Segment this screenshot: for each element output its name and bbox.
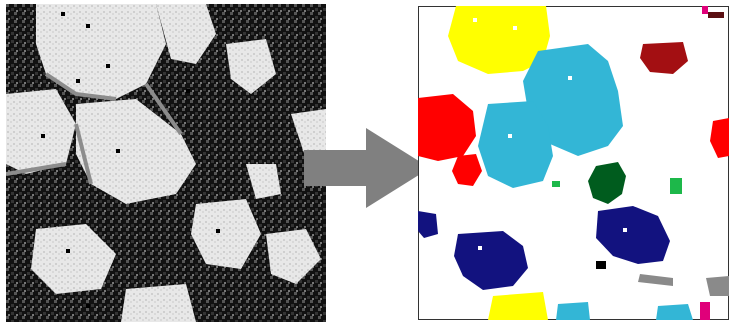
cluster-cyan-bottom-right [656,304,693,320]
cluster-cyan-mid [478,101,553,188]
cluster-red-small [452,154,482,186]
cluster-black-dot [596,261,606,269]
segmented-clusters-image [418,6,729,320]
grayscale-image-svg [6,4,326,322]
cluster-gray-right [706,276,729,296]
cluster-holes [473,18,627,250]
grayscale-input-image [6,4,326,322]
cluster-magenta-bottom [700,302,710,320]
cluster-magenta-top [702,6,708,14]
cluster-gray-streak [638,274,673,286]
cluster-yellow-bottom [488,292,548,320]
cluster-yellow-top [448,6,550,74]
arrow-svg [304,128,430,208]
cluster-dark-red [640,42,688,74]
gray-boundaries [6,72,183,185]
dot-marks [41,12,220,308]
segmented-image-svg [418,6,729,320]
cluster-green-dot [552,181,560,187]
cluster-cyan-bottom [556,302,590,320]
cluster-green-small [670,178,682,194]
arrow-shape [304,128,430,208]
right-arrow-icon [304,128,430,208]
cluster-navy-edge [418,211,438,238]
cluster-dark-top-right [708,12,724,18]
cluster-red-left [418,94,476,161]
bright-regions [6,4,326,322]
cluster-red-right [710,118,729,158]
cluster-navy-right [596,206,670,264]
cluster-dark-green [588,162,626,204]
cluster-navy-left [454,231,528,290]
